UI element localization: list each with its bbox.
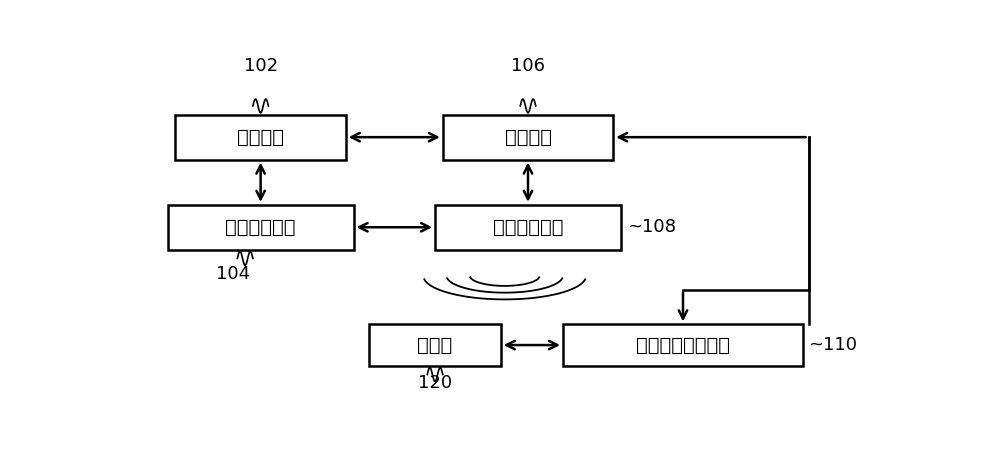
Bar — [175, 115, 346, 160]
Text: 控制电路: 控制电路 — [237, 128, 284, 147]
Text: 受测物: 受测物 — [417, 336, 453, 355]
Bar — [563, 324, 803, 366]
Bar — [435, 205, 621, 250]
Text: 104: 104 — [216, 265, 251, 283]
Bar — [168, 205, 354, 250]
Text: 多轴机械手臂: 多轴机械手臂 — [225, 218, 296, 237]
Text: 120: 120 — [418, 374, 452, 392]
Text: 106: 106 — [511, 57, 545, 75]
Bar — [369, 324, 501, 366]
Text: 三维影像捕捉装置: 三维影像捕捉装置 — [636, 336, 730, 355]
Text: 102: 102 — [244, 57, 278, 75]
Text: 超声波扫描头: 超声波扫描头 — [493, 218, 563, 237]
Text: ~110: ~110 — [809, 336, 858, 354]
Text: 电脑装置: 电脑装置 — [505, 128, 552, 147]
Bar — [443, 115, 613, 160]
Text: ~108: ~108 — [627, 218, 676, 236]
